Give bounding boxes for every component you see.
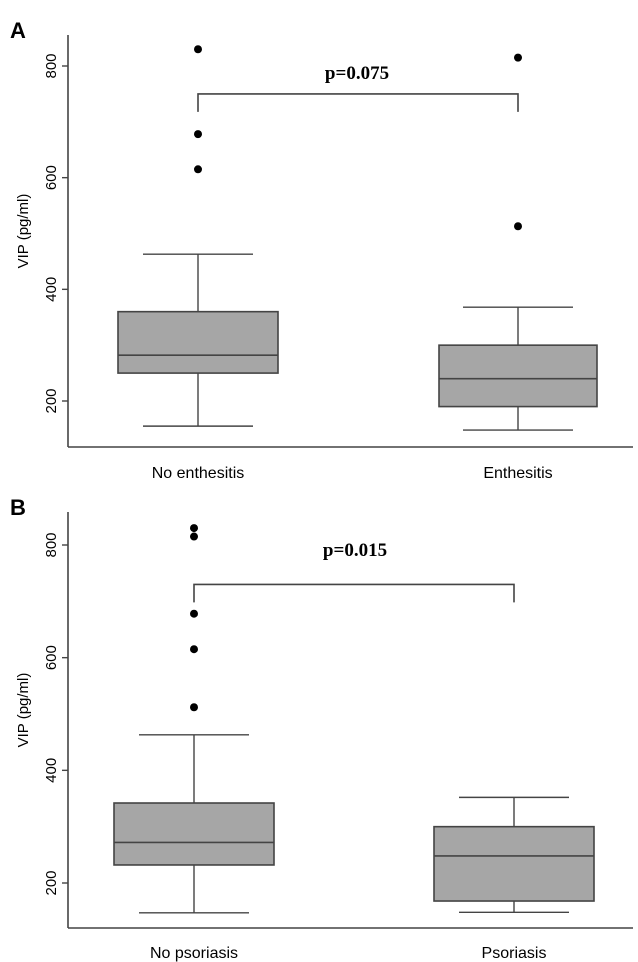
panel-label: A [10,18,26,43]
outlier-point [514,53,522,62]
category-label: No psoriasis [150,945,238,962]
panel-a: A 200 400 600 800 VIP (pg/ml) No enthesitis Ent… [10,18,633,482]
y-axis-label: VIP (pg/ml) [15,194,32,269]
outlier-point [190,524,198,533]
outlier-point [194,45,202,54]
y-tick-label: 400 [43,277,60,302]
significance-bracket [197,93,519,112]
panel-label: B [10,495,26,520]
box [438,344,598,408]
outlier-point [194,165,202,174]
outlier-point [190,645,198,654]
p-value-label: p=0.075 [325,63,389,84]
y-tick-label: 600 [43,165,60,190]
p-value-label: p=0.015 [323,540,387,561]
y-tick-label: 400 [43,758,60,783]
category-label: Enthesitis [483,465,552,482]
y-tick-label: 600 [43,645,60,670]
box [433,825,595,902]
y-tick-label: 200 [43,870,60,895]
y-tick-label: 200 [43,388,60,413]
category-label: No enthesitis [152,465,245,482]
y-tick-label: 800 [43,532,60,557]
outlier-point [194,130,202,139]
outlier-point [190,703,198,712]
y-axis-label: VIP (pg/ml) [15,673,32,748]
outlier-point [190,532,198,541]
y-tick-label: 800 [43,53,60,78]
panel-b: B 200 400 600 800 VIP (pg/ml) No psoriasis Psor… [10,495,633,962]
outlier-point [514,222,522,231]
outlier-point [190,609,198,618]
significance-bracket [193,583,515,603]
box [113,802,275,866]
box [117,310,279,374]
category-label: Psoriasis [482,945,547,962]
